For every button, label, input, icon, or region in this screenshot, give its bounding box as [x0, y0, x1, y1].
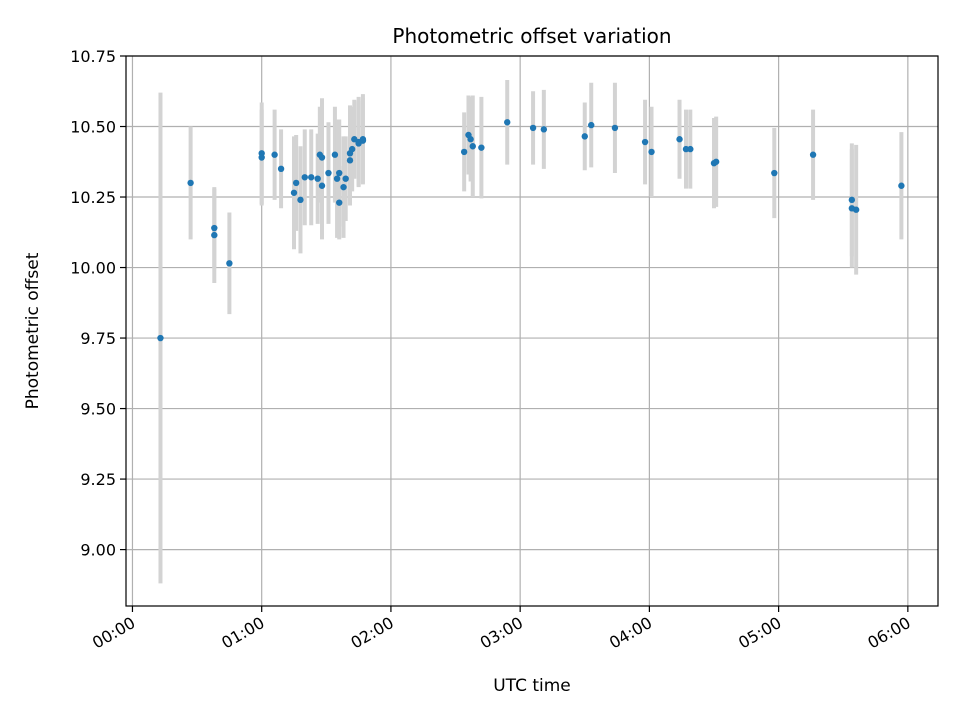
x-tick-label: 04:00: [606, 613, 655, 653]
y-tick-label: 9.50: [80, 400, 116, 419]
data-point: [277, 165, 285, 173]
y-tick-label: 9.25: [80, 470, 116, 489]
data-point: [187, 179, 194, 187]
data-point: [359, 136, 367, 143]
data-point: [301, 174, 308, 181]
data-point: [588, 121, 595, 129]
data-point: [346, 157, 354, 164]
y-tick-label: 9.75: [80, 329, 116, 348]
data-point: [297, 196, 304, 204]
data-point: [852, 206, 860, 213]
data-point: [331, 151, 339, 158]
data-point: [308, 174, 315, 181]
data-point: [809, 151, 817, 158]
data-point: [318, 182, 326, 189]
y-axis-label: Photometric offset: [23, 252, 43, 409]
data-point: [157, 334, 164, 342]
data-point: [290, 189, 298, 196]
plot-frame: [125, 55, 939, 607]
x-tick-label: 05:00: [735, 613, 784, 653]
data-point: [641, 138, 649, 146]
y-tick-label: 10.50: [70, 118, 116, 137]
data-point: [467, 136, 474, 143]
data-point: [504, 119, 511, 126]
data-points: [157, 119, 905, 342]
data-point: [258, 150, 265, 157]
data-point: [469, 143, 476, 150]
data-point: [271, 151, 278, 158]
data-point: [687, 145, 694, 153]
y-tick-label: 9.00: [80, 541, 116, 560]
x-tick-label: 01:00: [218, 613, 267, 653]
y-tick-label: 10.25: [70, 188, 116, 207]
data-point: [460, 148, 468, 156]
data-point: [314, 175, 321, 182]
data-point: [318, 154, 326, 161]
chart-title: Photometric offset variation: [392, 24, 671, 48]
y-tick-label: 10.75: [70, 47, 116, 66]
data-point: [226, 260, 233, 267]
data-point: [333, 175, 341, 182]
x-axis: 00:00 01:00 02:00 03:00 04:00 05:00 06:00: [89, 606, 914, 653]
y-tick-label: 10.00: [70, 259, 116, 278]
data-point: [211, 224, 218, 232]
data-point: [712, 158, 720, 165]
data-point: [342, 175, 349, 182]
data-point: [540, 126, 548, 133]
data-point: [581, 133, 588, 140]
data-point: [325, 169, 332, 177]
data-point: [676, 136, 683, 143]
data-point: [292, 179, 300, 187]
y-axis: 9.00 9.25 9.50 9.75 10.00 10.25 10.50 10.75: [70, 47, 126, 560]
x-tick-label: 02:00: [347, 613, 396, 653]
data-point: [848, 196, 856, 204]
x-tick-label: 00:00: [89, 613, 138, 653]
data-point: [898, 182, 905, 189]
data-point: [348, 145, 356, 153]
x-tick-label: 03:00: [477, 613, 526, 653]
data-point: [336, 169, 343, 177]
x-tick-label: 06:00: [864, 613, 913, 653]
x-axis-label: UTC time: [493, 676, 571, 696]
data-point: [648, 148, 655, 156]
data-point: [771, 169, 778, 177]
data-point: [611, 124, 619, 132]
data-point: [211, 231, 218, 239]
data-point: [340, 183, 347, 191]
data-point: [478, 144, 485, 151]
data-point: [336, 199, 343, 206]
data-point: [529, 124, 537, 132]
